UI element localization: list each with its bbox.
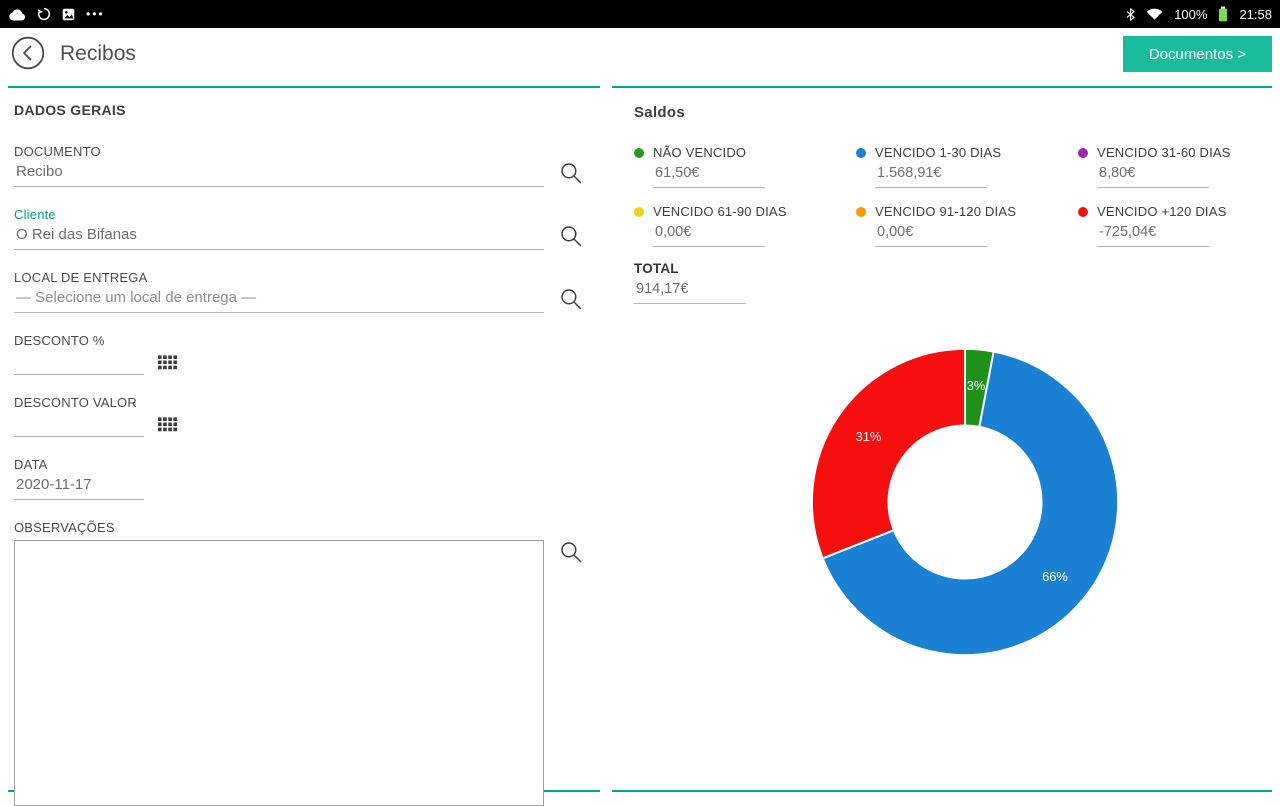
field-label: DOCUMENTO: [14, 144, 101, 159]
wifi-icon: [1146, 8, 1163, 20]
local-entrega-field[interactable]: — Selecione um local de entrega —: [14, 285, 544, 313]
search-icon[interactable]: [559, 161, 584, 186]
back-button[interactable]: [10, 36, 46, 72]
battery-percent: 100%: [1174, 6, 1208, 22]
legend-label: VENCIDO +120 DIAS: [1097, 204, 1227, 219]
legend-label: VENCIDO 1-30 DIAS: [875, 145, 1002, 160]
legend-value: 0,00€: [875, 222, 987, 247]
search-icon[interactable]: [559, 224, 584, 249]
field-label: LOCAL DE ENTREGA: [14, 270, 148, 285]
legend-color-dot: [856, 147, 866, 158]
battery-icon: [1218, 6, 1228, 22]
app-header: Recibos Documentos >: [0, 28, 1280, 80]
legend-value: -725,04€: [1097, 222, 1209, 247]
balance-legend: NÃO VENCIDO 61,50€ VENCIDO 1-30 DIAS 1.5…: [634, 145, 1256, 247]
legend-label: VENCIDO 61-90 DIAS: [653, 204, 787, 219]
legend-label: NÃO VENCIDO: [653, 145, 747, 160]
android-status-bar: ••• 100% 21:58: [0, 0, 1280, 28]
search-icon[interactable]: [559, 540, 584, 565]
legend-value: 1.568,91€: [875, 163, 987, 188]
saldos-panel: Saldos NÃO VENCIDO 61,50€ VENCIDO 1-30 D…: [612, 86, 1272, 792]
desconto-valor-field[interactable]: [14, 410, 144, 437]
field-label: DESCONTO VALOR: [14, 395, 137, 410]
balance-total: TOTAL 914,17€: [634, 261, 1256, 304]
sync-icon: [37, 7, 51, 21]
keypad-icon[interactable]: [158, 355, 177, 370]
data-field[interactable]: 2020-11-17: [14, 472, 144, 500]
weather-icon: [8, 8, 26, 21]
legend-label: VENCIDO 31-60 DIAS: [1097, 145, 1231, 160]
content: DADOS GERAIS DOCUMENTO Recibo Cliente O …: [0, 80, 1280, 806]
cliente-field[interactable]: O Rei das Bifanas: [14, 222, 544, 250]
field-documento: DOCUMENTO Recibo: [14, 144, 592, 187]
bluetooth-icon: [1126, 7, 1135, 21]
legend-item: VENCIDO 31-60 DIAS 8,80€: [1078, 145, 1256, 188]
field-desconto-valor: DESCONTO VALOR: [14, 395, 592, 437]
legend-value: 0,00€: [653, 222, 765, 247]
field-label: OBSERVAÇÕES: [14, 520, 115, 535]
search-icon[interactable]: [559, 287, 584, 312]
keypad-icon[interactable]: [158, 417, 177, 432]
more-icon: •••: [86, 7, 105, 21]
field-data: DATA 2020-11-17: [14, 457, 592, 500]
clock: 21:58: [1239, 6, 1272, 22]
legend-color-dot: [634, 206, 644, 217]
field-label: Cliente: [14, 207, 56, 222]
saldos-title: Saldos: [634, 104, 685, 121]
dados-gerais-panel: DADOS GERAIS DOCUMENTO Recibo Cliente O …: [8, 86, 600, 806]
legend-color-dot: [1078, 147, 1088, 158]
legend-color-dot: [1078, 206, 1088, 217]
legend-color-dot: [856, 206, 866, 217]
field-desconto-pct: DESCONTO %: [14, 333, 592, 375]
documento-field[interactable]: Recibo: [14, 159, 544, 187]
field-local-entrega: LOCAL DE ENTREGA — Selecione um local de…: [14, 270, 592, 313]
page-title: Recibos: [60, 42, 136, 65]
legend-item: VENCIDO 91-120 DIAS 0,00€: [856, 204, 1078, 247]
field-cliente: Cliente O Rei das Bifanas: [14, 207, 592, 250]
legend-item: VENCIDO 61-90 DIAS 0,00€: [634, 204, 856, 247]
legend-value: 8,80€: [1097, 163, 1209, 188]
slice-percent-label: 31%: [856, 429, 882, 444]
donut-slice-1: [821, 350, 1120, 657]
desconto-pct-field[interactable]: [14, 348, 144, 375]
balance-donut-chart: 3% 66% 31%: [807, 344, 1123, 660]
legend-value: 61,50€: [653, 163, 765, 188]
legend-label: VENCIDO 91-120 DIAS: [875, 204, 1017, 219]
documents-button[interactable]: Documentos >: [1122, 36, 1272, 72]
gallery-icon: [62, 8, 75, 21]
dados-gerais-title: DADOS GERAIS: [14, 102, 126, 118]
legend-color-dot: [634, 147, 644, 158]
observacoes-field[interactable]: [14, 540, 544, 806]
legend-item: VENCIDO +120 DIAS -725,04€: [1078, 204, 1256, 247]
legend-item: VENCIDO 1-30 DIAS 1.568,91€: [856, 145, 1078, 188]
slice-percent-label: 3%: [967, 378, 986, 393]
total-label: TOTAL: [634, 261, 679, 276]
field-observacoes: OBSERVAÇÕES: [14, 520, 592, 806]
field-label: DATA: [14, 457, 48, 472]
total-value: 914,17€: [634, 279, 746, 304]
donut-slice-2: [811, 347, 966, 560]
slice-percent-label: 66%: [1042, 569, 1068, 584]
field-label: DESCONTO %: [14, 333, 105, 348]
legend-item: NÃO VENCIDO 61,50€: [634, 145, 856, 188]
